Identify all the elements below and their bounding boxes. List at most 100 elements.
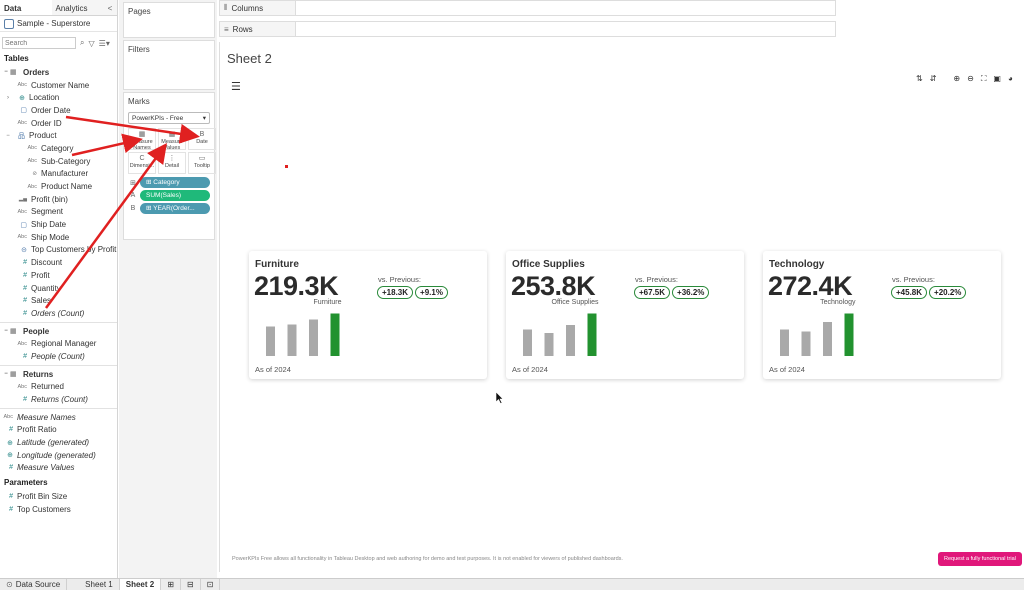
sort-descending-icon[interactable]: ⇵ — [929, 74, 937, 83]
pages-card[interactable]: Pages — [123, 2, 215, 38]
hamburger-menu-icon[interactable]: ☰ — [231, 81, 241, 93]
tab-sheet-2[interactable]: Sheet 2 — [119, 579, 162, 590]
fullscreen-icon[interactable]: ▣ — [993, 74, 1001, 83]
field-item[interactable]: Abc Order ID — [0, 117, 117, 130]
kpi-bar — [780, 329, 789, 356]
field-item[interactable]: # People (Count) — [0, 350, 117, 363]
kpi-card[interactable]: Office Supplies 253.8K vs. Previous: +67.5K… — [506, 251, 744, 379]
expand-icon[interactable]: › — [7, 94, 9, 101]
request-trial-button[interactable]: Request a fully functional trial — [938, 552, 1022, 566]
columns-shelf[interactable]: ⦀ Columns — [219, 0, 836, 16]
marks-button[interactable]: C Dimensi... — [128, 152, 156, 174]
field-item[interactable]: # Returns (Count) — [0, 393, 117, 406]
field-item[interactable]: Abc Returned — [0, 381, 117, 394]
filters-card[interactable]: Filters — [123, 40, 215, 90]
kpi-previous-label: vs. Previous: — [635, 275, 678, 284]
columns-icon: ⦀ — [224, 3, 228, 12]
marks-button[interactable]: ▦ Measure Names — [128, 128, 156, 151]
tab-data-source[interactable]: ⊙ Data Source — [0, 579, 68, 590]
new-worksheet-icon[interactable]: ⊞ — [161, 579, 181, 590]
kpi-bar — [566, 325, 575, 356]
kpi-card[interactable]: Furniture 219.3K vs. Previous: +18.3K +9.1% F… — [249, 251, 487, 379]
field-label: Product Name — [41, 182, 93, 192]
view-options-icon[interactable]: ☰▾ — [98, 38, 110, 48]
field-item[interactable]: ▂▄ Profit (bin) — [0, 193, 117, 206]
field-item[interactable]: # Profit — [0, 269, 117, 282]
sheet-title: Sheet 2 — [227, 51, 272, 66]
search-input[interactable] — [2, 37, 76, 49]
group-orders[interactable]: − ▦ Orders — [0, 66, 117, 79]
field-type-icon: ⊕ — [7, 452, 13, 460]
marks-type-dropdown[interactable]: PowerKPIs - Free ▾ — [128, 112, 210, 124]
field-type-icon: ⊘ — [32, 170, 37, 177]
field-item[interactable]: › ⊕ Location — [0, 91, 117, 104]
field-item[interactable]: ⊘ Manufacturer — [0, 168, 117, 181]
palette-icon[interactable]: ◕ — [1007, 74, 1013, 83]
field-type-icon: Abc — [27, 145, 37, 152]
field-item[interactable]: Abc Measure Names — [0, 411, 117, 424]
group-returns[interactable]: − ▦ Returns — [0, 368, 117, 381]
field-item[interactable]: Abc Customer Name — [0, 79, 117, 92]
new-dashboard-icon[interactable]: ⊟ — [181, 579, 201, 590]
datasource-item[interactable]: Sample - Superstore — [0, 16, 117, 32]
kpi-card[interactable]: Technology 272.4K vs. Previous: +45.8K +20.2… — [763, 251, 1001, 379]
fit-screen-icon[interactable]: ⛶ — [980, 74, 987, 83]
marks-button[interactable]: ▦ Measure Values — [158, 128, 186, 151]
field-item[interactable]: # Quantity — [0, 282, 117, 295]
search-icon[interactable]: ⌕ — [80, 38, 85, 47]
collapse-icon[interactable]: − — [4, 328, 8, 335]
field-pill[interactable]: ⊞ YEAR(Order... — [140, 203, 210, 214]
zoom-in-icon[interactable]: ⊕ — [953, 74, 961, 83]
field-item[interactable]: Abc Sub-Category — [0, 155, 117, 168]
field-label: Measure Values — [17, 463, 75, 473]
field-item[interactable]: # Discount — [0, 256, 117, 269]
tab-analytics[interactable]: Analytics — [55, 4, 88, 13]
field-item[interactable]: ▢ Order Date — [0, 104, 117, 117]
field-item[interactable]: ⊕ Longitude (generated) — [0, 449, 117, 462]
sort-ascending-icon[interactable]: ⇅ — [916, 74, 923, 83]
field-item[interactable]: − 品 Product — [0, 129, 117, 142]
field-type-icon: Abc — [27, 158, 37, 165]
field-item[interactable]: Abc Category — [0, 142, 117, 155]
field-item[interactable]: Abc Ship Mode — [0, 231, 117, 244]
field-item[interactable]: ⊕ Latitude (generated) — [0, 436, 117, 449]
marks-button[interactable]: ▭ Tooltip — [188, 152, 216, 174]
field-type-icon: Abc — [3, 414, 13, 421]
expand-icon[interactable]: − — [6, 132, 10, 139]
field-item[interactable]: ▢ Ship Date — [0, 218, 117, 231]
collapse-icon[interactable]: − — [4, 69, 8, 76]
marks-button[interactable]: B Date — [188, 128, 216, 150]
kpi-badges: +45.8K +20.2% — [891, 286, 967, 299]
mouse-cursor-icon — [496, 392, 504, 404]
collapse-pane-button[interactable]: < — [107, 4, 113, 13]
chevron-down-icon: ▾ — [202, 115, 206, 122]
table-icon: ▦ — [10, 371, 17, 379]
field-item[interactable]: Abc Regional Manager — [0, 337, 117, 350]
field-item[interactable]: ⊝ Top Customers by Profit — [0, 244, 117, 257]
new-story-icon[interactable]: ⊡ — [201, 579, 221, 590]
field-label: Ship Date — [31, 220, 67, 230]
kpi-category: Technology — [769, 259, 825, 270]
field-item[interactable]: # Sales — [0, 294, 117, 307]
zoom-out-icon[interactable]: ⊖ — [967, 74, 974, 83]
rows-shelf[interactable]: ≡ Rows — [219, 21, 836, 37]
filter-icon[interactable]: ▽ — [88, 38, 95, 48]
field-item[interactable]: # Measure Values — [0, 462, 117, 475]
collapse-icon[interactable]: − — [4, 371, 8, 378]
field-pill[interactable]: ⊞ Category — [140, 177, 210, 188]
marks-button[interactable]: ⋮ Detail — [158, 152, 186, 174]
field-pill[interactable]: SUM(Sales) — [140, 190, 210, 201]
field-item[interactable]: Abc Product Name — [0, 180, 117, 193]
field-item[interactable]: # Orders (Count) — [0, 307, 117, 320]
field-item[interactable]: # Profit Bin Size — [0, 490, 117, 503]
field-label: Profit — [31, 270, 50, 280]
group-people[interactable]: − ▦ People — [0, 325, 117, 338]
tab-sheet-1[interactable]: Sheet 1 — [79, 579, 120, 590]
field-item[interactable]: # Top Customers — [0, 503, 117, 516]
field-item[interactable]: # Profit Ratio — [0, 424, 117, 437]
tab-data[interactable]: Data — [0, 0, 52, 15]
field-item[interactable]: Abc Segment — [0, 206, 117, 219]
marker-dot — [285, 165, 288, 168]
marks-card: Marks PowerKPIs - Free ▾ ▦ Measure Names ▦… — [123, 92, 216, 240]
rows-label: ≡ Rows — [220, 22, 296, 36]
